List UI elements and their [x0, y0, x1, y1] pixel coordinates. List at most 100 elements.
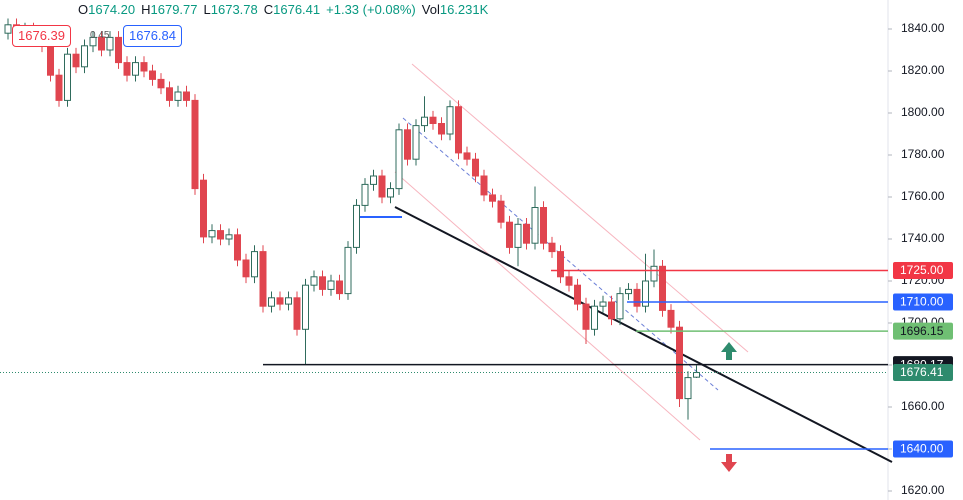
candle-body	[387, 188, 394, 198]
candle-body	[395, 129, 403, 190]
candle-body	[140, 62, 148, 72]
channel-lower	[394, 171, 701, 441]
candle-body	[438, 123, 445, 135]
candle-body	[157, 78, 165, 89]
candle-body	[217, 230, 224, 240]
candle-body	[200, 179, 207, 238]
y-tick-label: 1760.00	[901, 189, 945, 203]
legend-value: 1676.41	[273, 2, 321, 17]
candle-body	[174, 91, 182, 101]
candle-body	[344, 246, 352, 295]
candle-body	[336, 280, 343, 295]
candle-body	[667, 309, 675, 328]
candle-body	[684, 377, 692, 400]
candle-body	[472, 158, 479, 177]
candle-body	[166, 87, 173, 101]
candle-body	[523, 223, 530, 244]
candle-body	[421, 116, 428, 127]
candle-body	[293, 297, 301, 330]
candle-body	[625, 288, 632, 295]
price-label-box	[893, 440, 953, 458]
legend-value: 1673.78	[210, 2, 258, 17]
up-arrow	[721, 342, 737, 360]
candle-body	[565, 276, 573, 286]
candle-body	[132, 62, 139, 76]
legend-key: C	[263, 2, 274, 17]
candle-body	[208, 230, 216, 238]
candle-body	[455, 106, 462, 154]
candle-body	[259, 251, 267, 307]
candle-body	[361, 183, 369, 206]
drawings	[357, 0, 893, 500]
candle-body	[548, 242, 556, 253]
candle-body	[310, 276, 318, 286]
candle-body	[412, 125, 420, 160]
candles	[4, 18, 700, 420]
candle-body	[242, 259, 250, 278]
ohlc-legend: O1674.20 H1679.77 L1673.78 C1676.41 +1.33 (+…	[78, 2, 488, 17]
buy-button[interactable]: 1676.84	[123, 25, 182, 47]
candle-body	[106, 36, 114, 51]
y-tick-label: 1780.00	[901, 147, 945, 161]
candle-body	[89, 36, 97, 47]
candle-body	[319, 276, 326, 290]
candle-body	[429, 116, 437, 124]
change: +1.33 (+0.08%)	[326, 2, 416, 17]
candle-body	[506, 221, 513, 248]
y-tick-label: 1660.00	[901, 399, 945, 413]
candle-body	[353, 204, 360, 248]
volume-key: Vol	[421, 2, 440, 17]
candle-body	[327, 280, 335, 290]
candle-body	[183, 91, 190, 101]
legend-key: H	[141, 2, 151, 17]
candle-body	[693, 372, 700, 378]
candle-body	[642, 280, 649, 307]
candle-body	[463, 152, 471, 160]
price-label-box	[893, 322, 953, 340]
price-label: 1676.41	[900, 365, 944, 379]
candle-body	[404, 129, 411, 160]
y-tick-label: 1620.00	[901, 483, 945, 497]
candle-body	[276, 297, 284, 305]
candle-body	[302, 284, 309, 330]
candle-body	[98, 36, 105, 51]
candle-body	[591, 305, 598, 330]
candle-body	[531, 207, 539, 244]
candle-body	[608, 301, 615, 320]
candle-body	[234, 234, 241, 261]
sell-button[interactable]: 1676.39	[12, 25, 71, 47]
price-label: 1725.00	[900, 263, 944, 277]
candle-body	[616, 293, 624, 320]
volume: 16.231K	[439, 2, 489, 17]
candle-body	[676, 326, 683, 400]
candle-body	[514, 223, 522, 248]
candle-body	[633, 288, 641, 307]
candle-body	[659, 265, 666, 311]
candle-body	[251, 251, 258, 278]
price-label-box	[893, 364, 953, 382]
legend-key: O	[78, 2, 89, 17]
candle-body	[497, 200, 505, 223]
candle-body	[582, 303, 590, 330]
legend-value: 1674.20	[88, 2, 136, 17]
candle-body	[55, 74, 63, 101]
price-label: 1640.00	[900, 442, 944, 456]
y-tick-label: 1820.00	[901, 63, 945, 77]
y-tick-label: 1840.00	[901, 21, 945, 35]
candle-body	[574, 284, 581, 305]
candle-body	[599, 301, 607, 307]
price-label: 1710.00	[900, 295, 944, 309]
y-tick-label: 1800.00	[901, 105, 945, 119]
spread: 0.45	[90, 30, 110, 41]
channel-upper	[411, 63, 749, 353]
candle-body	[268, 297, 275, 307]
price-label: 1696.15	[900, 324, 944, 338]
down-arrow	[721, 454, 737, 472]
candle-body	[72, 53, 80, 68]
candle-body	[4, 24, 12, 34]
legend-value: 1679.77	[150, 2, 198, 17]
candle-body	[81, 45, 88, 68]
legend-key: L	[203, 2, 211, 17]
